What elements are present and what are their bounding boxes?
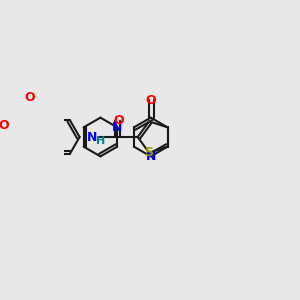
Text: O: O bbox=[0, 119, 8, 132]
Text: O: O bbox=[146, 94, 156, 107]
Text: N: N bbox=[112, 121, 122, 134]
Text: H: H bbox=[96, 136, 106, 146]
Text: N: N bbox=[146, 150, 156, 163]
Text: N: N bbox=[87, 130, 97, 143]
Text: S: S bbox=[145, 146, 154, 159]
Text: O: O bbox=[25, 92, 35, 104]
Text: O: O bbox=[113, 114, 124, 127]
